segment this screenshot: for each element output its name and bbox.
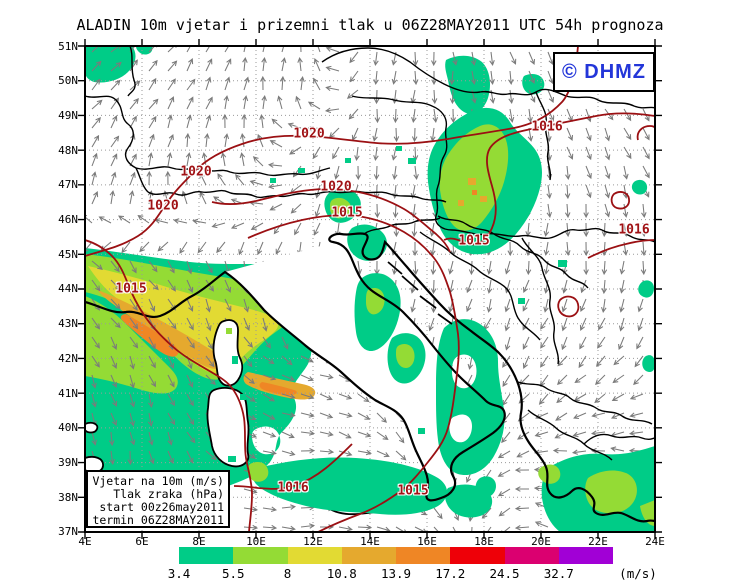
colorbar-threshold-label: 8: [283, 566, 292, 581]
lat-tick-label: 51N: [58, 39, 78, 53]
isobar-value-label: 1020: [147, 198, 179, 214]
colorbar-threshold-label: 32.7: [543, 566, 574, 581]
colorbar-segment: [558, 547, 613, 564]
coastline-border-layer: [85, 46, 655, 523]
colorbar-segment: [396, 547, 451, 564]
lat-tick-label: 39N: [58, 456, 78, 470]
lat-tick-label: 41N: [58, 386, 78, 400]
lat-tick-label: 48N: [58, 143, 78, 157]
isobar-layer: [85, 46, 655, 532]
colorbar-threshold-label: 17.2: [435, 566, 466, 581]
legend-line-termin: termin 06Z28MAY2011: [92, 513, 224, 527]
axis-ticks: [78, 39, 662, 539]
lon-tick-label: 20E: [531, 535, 551, 548]
legend-line-variable: Vjetar na 10m (m/s): [92, 474, 224, 488]
colorbar-segment: [287, 547, 342, 564]
wind-shading-east: [226, 107, 655, 532]
lat-tick-label: 37N: [58, 525, 78, 539]
lat-tick-label: 38N: [58, 490, 78, 504]
lat-tick-label: 46N: [58, 213, 78, 227]
isobar-value-label: 1016: [618, 222, 650, 238]
dhmz-logo-box: © DHMZ: [553, 52, 655, 92]
lat-tick-label: 45N: [58, 247, 78, 261]
colorbar-threshold-label: 10.8: [326, 566, 357, 581]
lon-tick-label: 22E: [588, 535, 608, 548]
chart-title: ALADIN 10m vjetar i prizemni tlak u 06Z2…: [76, 16, 664, 34]
colorbar-segment: [179, 547, 234, 564]
colorbar-threshold-label: 5.5: [221, 566, 245, 581]
colorbar-segment: [504, 547, 559, 564]
lat-tick-label: 44N: [58, 282, 78, 296]
wind-speed-colorbar: [179, 547, 613, 564]
lon-tick-label: 8E: [192, 535, 206, 548]
isobar-value-label: 1015: [458, 233, 490, 249]
isobar-value-label: 1016: [531, 119, 563, 135]
dhmz-logo-text: © DHMZ: [561, 60, 647, 83]
lon-tick-label: 10E: [246, 535, 266, 548]
colorbar-threshold-label: 3.4: [167, 566, 191, 581]
isobar-value-label: 1020: [320, 179, 352, 195]
colorbar-segment: [233, 547, 288, 564]
lon-tick-label: 16E: [417, 535, 437, 548]
lon-tick-label: 6E: [135, 535, 149, 548]
lon-tick-label: 24E: [645, 535, 665, 548]
colorbar-segment: [450, 547, 505, 564]
legend-line-pressure: Tlak zraka (hPa): [113, 487, 224, 501]
isobar-value-label: 1015: [115, 281, 147, 297]
legend-box: Vjetar na 10m (m/s) Tlak zraka (hPa) sta…: [86, 470, 230, 528]
lat-tick-label: 43N: [58, 317, 78, 331]
tick-marks: [78, 39, 662, 539]
isobar-value-label: 1020: [293, 126, 325, 142]
isobar-value-label: 1016: [277, 480, 309, 496]
colorbar-unit-label: (m/s): [619, 566, 657, 581]
legend-line-start: start 00z26may2011: [99, 500, 224, 514]
lat-tick-label: 47N: [58, 178, 78, 192]
colorbar-threshold-label: 13.9: [380, 566, 412, 581]
lat-tick-label: 50N: [58, 74, 78, 88]
lon-tick-label: 14E: [360, 535, 380, 548]
lat-tick-label: 49N: [58, 108, 78, 122]
lon-tick-label: 4E: [78, 535, 92, 548]
isobar-value-label: 1015: [331, 205, 363, 221]
lon-tick-label: 12E: [303, 535, 323, 548]
map-frame: [84, 45, 656, 533]
lat-tick-label: 40N: [58, 421, 78, 435]
colorbar-segment: [341, 547, 396, 564]
colorbar-threshold-label: 24.5: [489, 566, 520, 581]
isobar-value-label: 1020: [180, 164, 212, 180]
isobar-value-label: 1015: [397, 483, 429, 499]
lat-tick-label: 42N: [58, 351, 78, 365]
lon-tick-label: 18E: [474, 535, 494, 548]
